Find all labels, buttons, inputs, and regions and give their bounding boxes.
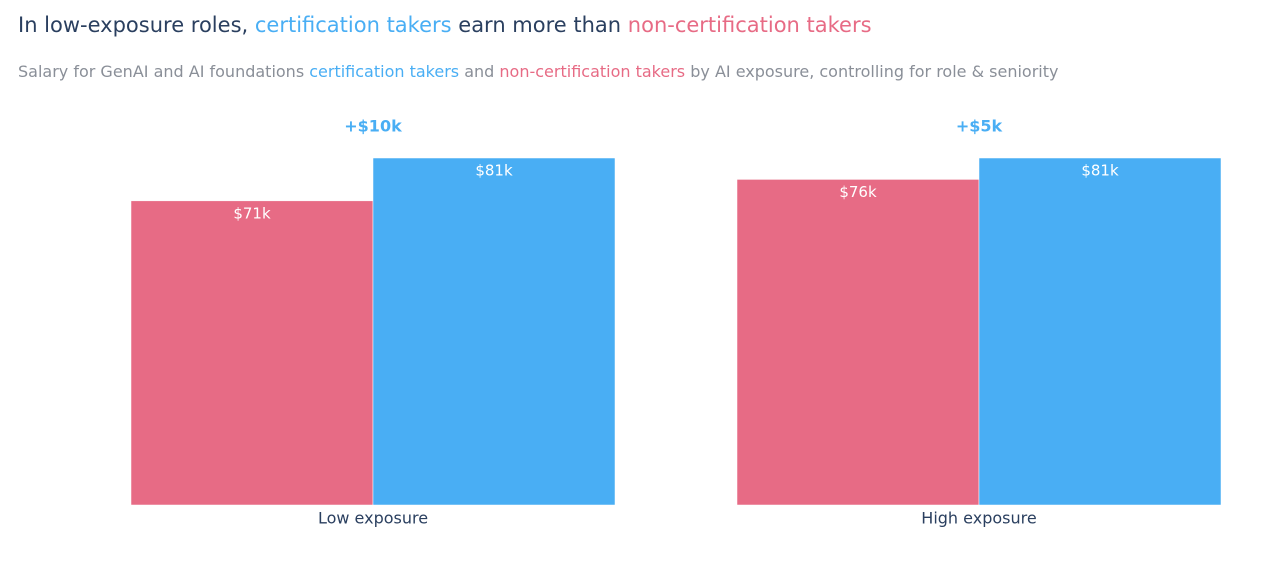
value-label: $81k bbox=[475, 162, 513, 180]
value-label: $81k bbox=[1081, 162, 1119, 180]
subtitle-part: non-certification takers bbox=[499, 62, 685, 81]
bar bbox=[372, 157, 616, 506]
title-part: In low-exposure roles, bbox=[18, 13, 255, 37]
subtitle-part: certification takers bbox=[309, 62, 459, 81]
title-part: certification takers bbox=[255, 13, 452, 37]
x-tick-label: Low exposure bbox=[318, 509, 428, 528]
title-part: earn more than bbox=[452, 13, 628, 37]
chart-subtitle: Salary for GenAI and AI foundations cert… bbox=[18, 62, 1058, 81]
annotation: +$5k bbox=[956, 117, 1003, 136]
subtitle-part: Salary for GenAI and AI foundations bbox=[18, 62, 309, 81]
bar bbox=[130, 200, 374, 506]
subtitle-part: by AI exposure, controlling for role & s… bbox=[685, 62, 1058, 81]
bar bbox=[736, 179, 980, 506]
annotation: +$10k bbox=[344, 117, 402, 136]
subtitle-part: and bbox=[459, 62, 499, 81]
bar bbox=[978, 157, 1222, 506]
x-tick-label: High exposure bbox=[921, 509, 1036, 528]
value-label: $76k bbox=[839, 183, 877, 201]
title-part: non-certification takers bbox=[628, 13, 872, 37]
chart-title: In low-exposure roles, certification tak… bbox=[18, 13, 872, 37]
value-label: $71k bbox=[233, 204, 271, 222]
